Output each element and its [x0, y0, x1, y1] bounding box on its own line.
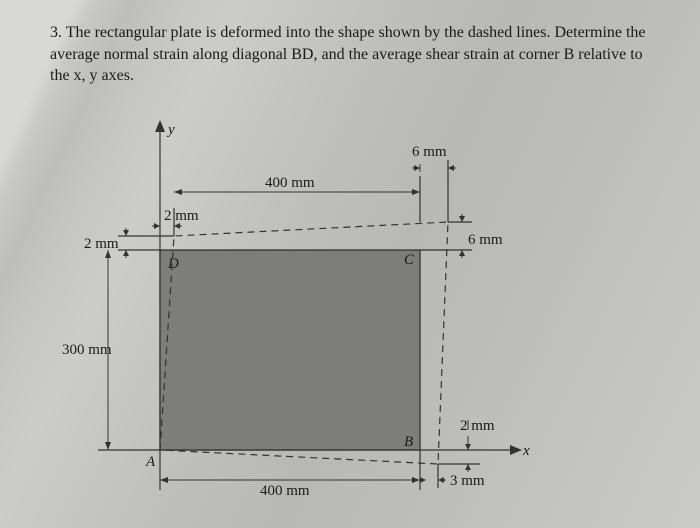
dim-3mm: 3 mm	[450, 473, 485, 489]
dim-400-top-ahR	[412, 189, 420, 195]
figure: y x 2 mm 2 mm	[60, 120, 580, 500]
plate-rect	[160, 250, 420, 450]
point-A: A	[145, 454, 156, 470]
dim-6mm-v-ahB	[459, 250, 465, 256]
dim-2mm-left: 2 mm	[84, 236, 119, 252]
dim-2mm-h-ah1	[154, 223, 160, 229]
dim-400-bot-label: 400 mm	[260, 483, 310, 499]
problem-body: The rectangular plate is deformed into t…	[50, 24, 646, 84]
dim-300-label: 300 mm	[62, 342, 112, 358]
dim-2mm-br: 2 mm	[460, 418, 495, 434]
dim-2mm-v-ah1	[123, 230, 129, 236]
dim-6mm-v-ahT	[459, 216, 465, 222]
dim-2mm-v-ah2	[123, 250, 129, 256]
dim-6mm-h-ahR	[448, 165, 454, 171]
dim-400-top-label: 400 mm	[265, 175, 315, 191]
page-surface: 3. The rectangular plate is deformed int…	[0, 0, 700, 528]
point-B: B	[404, 434, 413, 450]
y-axis-arrow	[155, 120, 165, 132]
dim-400-bot-ahR	[412, 477, 420, 483]
dim-2mm-top: 2 mm	[164, 208, 199, 224]
dim-400-bot-ahL	[160, 477, 168, 483]
dim-6mm-h-ahL	[414, 165, 420, 171]
dim-6mm-top: 6 mm	[412, 144, 447, 160]
point-C: C	[404, 252, 415, 268]
x-axis-label: x	[522, 443, 530, 459]
dim-6mm-right: 6 mm	[468, 232, 503, 248]
problem-number: 3.	[50, 24, 62, 41]
x-axis-arrow	[510, 445, 522, 455]
point-D: D	[167, 256, 179, 272]
dim-400-top-ahL	[174, 189, 182, 195]
problem-statement: 3. The rectangular plate is deformed int…	[50, 22, 660, 87]
y-axis-label: y	[166, 122, 175, 138]
dim-300-ahB	[105, 442, 111, 450]
